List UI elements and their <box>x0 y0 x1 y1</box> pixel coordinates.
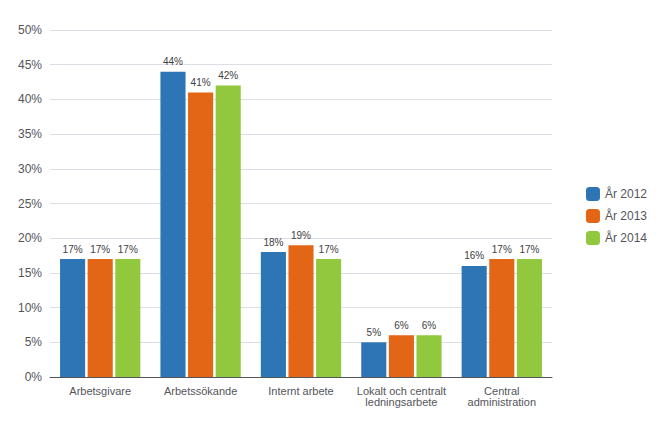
svg-text:18%: 18% <box>263 237 283 248</box>
svg-text:5%: 5% <box>367 327 382 338</box>
svg-text:10%: 10% <box>18 301 42 315</box>
svg-text:15%: 15% <box>18 266 42 280</box>
svg-text:ledningsarbete: ledningsarbete <box>365 396 437 408</box>
svg-text:35%: 35% <box>18 127 42 141</box>
svg-text:16%: 16% <box>464 250 484 261</box>
svg-text:År 2012: År 2012 <box>605 186 647 201</box>
svg-text:44%: 44% <box>163 56 183 67</box>
svg-text:20%: 20% <box>18 231 42 245</box>
svg-text:Central: Central <box>484 384 520 397</box>
svg-text:30%: 30% <box>18 162 42 176</box>
svg-text:Lokalt och centralt: Lokalt och centralt <box>356 384 446 397</box>
svg-text:17%: 17% <box>319 244 339 255</box>
svg-text:6%: 6% <box>422 320 437 331</box>
svg-text:40%: 40% <box>18 92 42 106</box>
svg-text:administration: administration <box>468 396 536 408</box>
svg-text:17%: 17% <box>63 244 83 255</box>
svg-text:0%: 0% <box>25 370 43 384</box>
svg-text:Internt arbete: Internt arbete <box>268 385 333 397</box>
svg-text:41%: 41% <box>191 77 211 88</box>
svg-text:17%: 17% <box>90 244 110 255</box>
svg-text:Arbetssökande: Arbetssökande <box>164 385 237 397</box>
svg-text:6%: 6% <box>394 320 409 331</box>
svg-text:50%: 50% <box>18 23 42 37</box>
svg-text:19%: 19% <box>291 230 311 241</box>
svg-text:5%: 5% <box>25 335 43 349</box>
svg-text:År 2013: År 2013 <box>605 208 647 223</box>
svg-text:17%: 17% <box>519 244 539 255</box>
svg-text:17%: 17% <box>492 244 512 255</box>
svg-text:17%: 17% <box>118 244 138 255</box>
svg-text:25%: 25% <box>18 197 42 211</box>
svg-text:År 2014: År 2014 <box>605 230 647 245</box>
svg-text:42%: 42% <box>218 70 238 81</box>
svg-text:Arbetsgivare: Arbetsgivare <box>69 385 131 397</box>
svg-text:45%: 45% <box>18 58 42 72</box>
